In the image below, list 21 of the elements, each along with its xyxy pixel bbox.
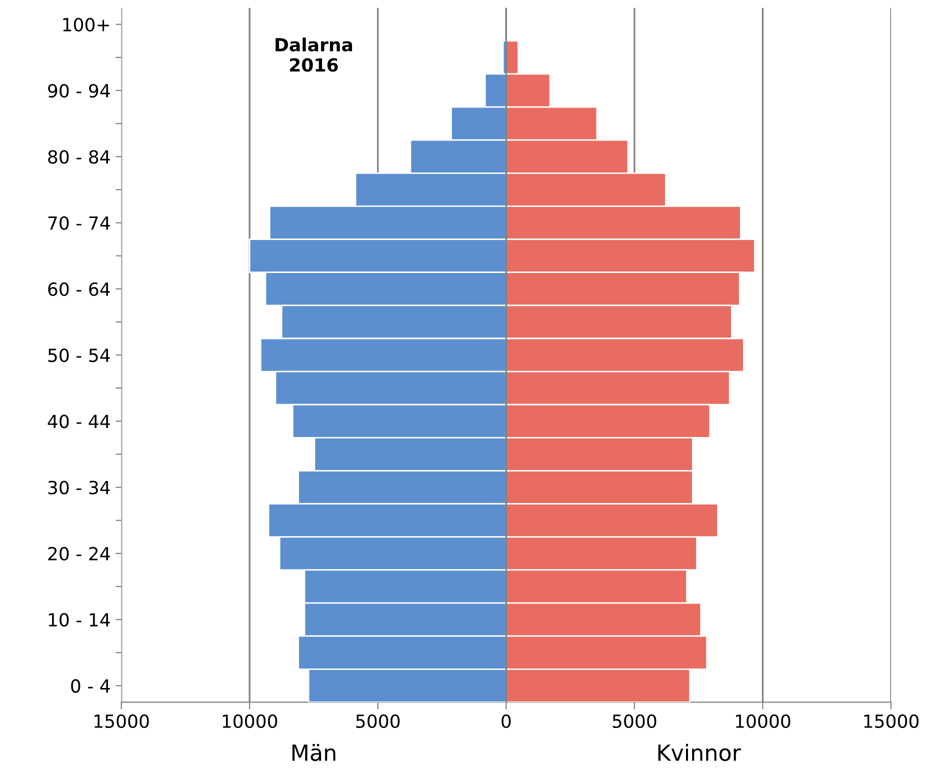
y-tick-label: 30 - 34 [48, 480, 110, 494]
x-tick-label: 5000 [612, 714, 656, 728]
y-tick-label: 0 - 4 [71, 679, 110, 693]
y-tick-label: 40 - 44 [48, 414, 110, 428]
x-tick-label: 15000 [94, 714, 149, 728]
series-label: Män [292, 744, 336, 762]
x-tick-label: 10000 [222, 714, 278, 728]
y-tick-label: 10 - 14 [48, 613, 110, 627]
y-tick-label: 70 - 74 [48, 216, 110, 230]
series-label: Kvinnor [658, 744, 741, 762]
y-tick-label: 80 - 84 [48, 150, 110, 164]
y-tick-label: 20 - 24 [48, 546, 110, 561]
y-tick-label: 60 - 64 [48, 282, 110, 296]
x-tick-label: 0 [502, 714, 511, 728]
y-tick-label: 100+ [63, 18, 109, 32]
y-tick-label: 90 - 94 [48, 84, 110, 98]
x-tick-label: 5000 [356, 714, 400, 728]
x-tick-label: 10000 [736, 714, 790, 728]
text: Dalarna 2016 [276, 38, 352, 72]
x-tick-label: 15000 [864, 714, 919, 728]
y-tick-label: 50 - 54 [48, 348, 110, 362]
